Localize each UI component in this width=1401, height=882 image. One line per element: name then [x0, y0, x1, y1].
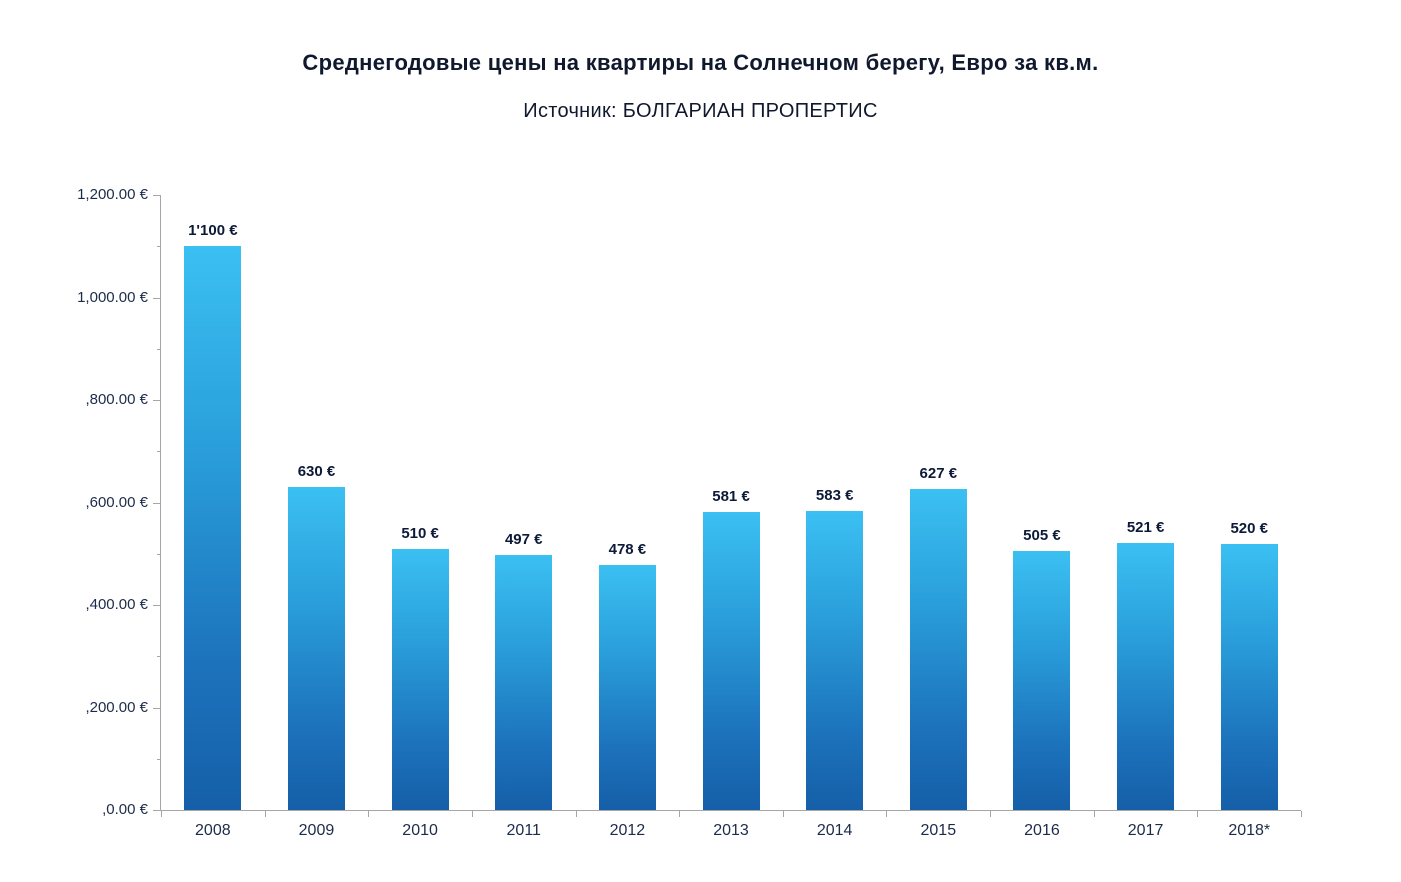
- y-axis-tick-label: ,600.00 €: [85, 493, 148, 511]
- y-axis-minor-tick: [157, 656, 161, 658]
- x-axis-tick-label: 2009: [298, 822, 335, 839]
- bar: [1220, 543, 1278, 810]
- y-axis-tick-label: 1,000.00 €: [77, 288, 148, 306]
- bar-slot: 510 €: [368, 195, 472, 810]
- x-axis-tick: [1093, 811, 1095, 817]
- x-axis-tick-label: 2018*: [1228, 822, 1271, 839]
- bar: [287, 487, 345, 810]
- plot-area: 1'100 € 630 € 510 € 497 € 478 € 581 € 583 € 627…: [77, 186, 1302, 839]
- y-axis-minor-tick: [157, 553, 161, 555]
- y-axis-major-tick: [153, 297, 161, 299]
- bar-slot: 478 €: [576, 195, 680, 810]
- bar-slot: 521 €: [1094, 195, 1198, 810]
- bar-value-label: 510 €: [401, 524, 439, 542]
- chart-title: Среднегодовые цены на квартиры на Солнеч…: [302, 50, 1099, 75]
- x-axis-tick: [368, 811, 370, 817]
- x-axis-tick-label: 2011: [506, 822, 541, 839]
- x-axis-tick: [575, 811, 577, 817]
- y-axis-minor-tick: [157, 451, 161, 453]
- x-axis-tick-label: 2016: [1024, 822, 1060, 839]
- bar: [1117, 543, 1175, 810]
- y-axis-tick-label: ,800.00 €: [85, 391, 148, 408]
- y-axis-minor-tick: [157, 758, 161, 760]
- x-axis-tick-label: 2012: [609, 822, 646, 839]
- bar: [391, 548, 449, 810]
- bar: [495, 555, 553, 810]
- y-axis-major-tick: [153, 502, 161, 504]
- bars-container: 1'100 € 630 € 510 € 497 € 478 € 581 € 583 € 627…: [161, 195, 1301, 810]
- x-axis-tick: [471, 811, 473, 817]
- y-axis-major-tick: [153, 195, 161, 196]
- bar-value-label: 478 €: [608, 541, 647, 559]
- y-axis-minor-tick: [157, 246, 161, 248]
- bar: [184, 246, 242, 810]
- bar-value-label: 583 €: [815, 487, 854, 505]
- x-axis-labels: 2008 2009 2010 2011 2012 2013 2014 2015 2016 2017…: [161, 822, 1301, 840]
- x-axis-tick-label: 2014: [816, 822, 853, 839]
- x-axis-tick: [161, 811, 162, 817]
- x-axis-tick: [1197, 811, 1199, 817]
- bar-value-label: 505 €: [1023, 527, 1061, 545]
- bar: [806, 511, 864, 810]
- x-axis-tick-label: 2015: [920, 822, 957, 839]
- bar: [702, 512, 760, 810]
- bar-value-label: 630 €: [297, 463, 336, 481]
- bar-slot: 583 €: [783, 195, 887, 810]
- y-axis-major-tick: [153, 605, 161, 606]
- x-axis-tick: [264, 811, 266, 817]
- y-axis-tick-label: 1,200.00 €: [77, 186, 148, 203]
- y-axis-tick-label: ,0.00 €: [102, 801, 148, 818]
- y-axis-tick-label: ,200.00 €: [85, 698, 148, 716]
- bar-slot: 581 €: [679, 195, 783, 810]
- x-axis-tick: [990, 811, 992, 817]
- x-axis-tick: [1301, 811, 1302, 817]
- bar: [1013, 551, 1071, 810]
- x-axis-tick-label: 2013: [713, 822, 749, 839]
- x-axis-tick: [782, 811, 784, 817]
- bar: [598, 565, 656, 810]
- bar-value-label: 497 €: [504, 531, 543, 549]
- bar-slot: 520 €: [1197, 195, 1301, 810]
- bar-slot: 627 €: [886, 195, 990, 810]
- y-axis-major-tick: [153, 707, 161, 709]
- bar-value-label: 627 €: [919, 464, 958, 482]
- x-axis-tick: [886, 811, 888, 817]
- x-axis-tick-label: 2010: [402, 822, 438, 839]
- bar-value-label: 521 €: [1126, 519, 1165, 536]
- bar-slot: 505 €: [990, 195, 1094, 810]
- y-axis-tick-label: ,400.00 €: [85, 596, 148, 613]
- y-axis-major-tick: [153, 400, 161, 401]
- bar: [909, 488, 967, 810]
- bar-slot: 630 €: [265, 195, 369, 810]
- x-axis-tick: [679, 811, 681, 817]
- x-axis-tick-label: 2017: [1127, 822, 1164, 839]
- bar-value-label: 581 €: [712, 488, 750, 506]
- bar-slot: 497 €: [472, 195, 576, 810]
- bar-value-label: 520 €: [1230, 519, 1268, 537]
- bar-value-label: 1'100 €: [188, 222, 238, 240]
- y-axis-major-tick: [153, 810, 161, 811]
- chart-subtitle: Источник: БОЛГАРИАН ПРОПЕРТИС: [523, 100, 878, 122]
- y-axis-minor-tick: [157, 348, 161, 350]
- x-axis-tick-label: 2008: [195, 822, 231, 839]
- bar-slot: 1'100 €: [161, 195, 265, 810]
